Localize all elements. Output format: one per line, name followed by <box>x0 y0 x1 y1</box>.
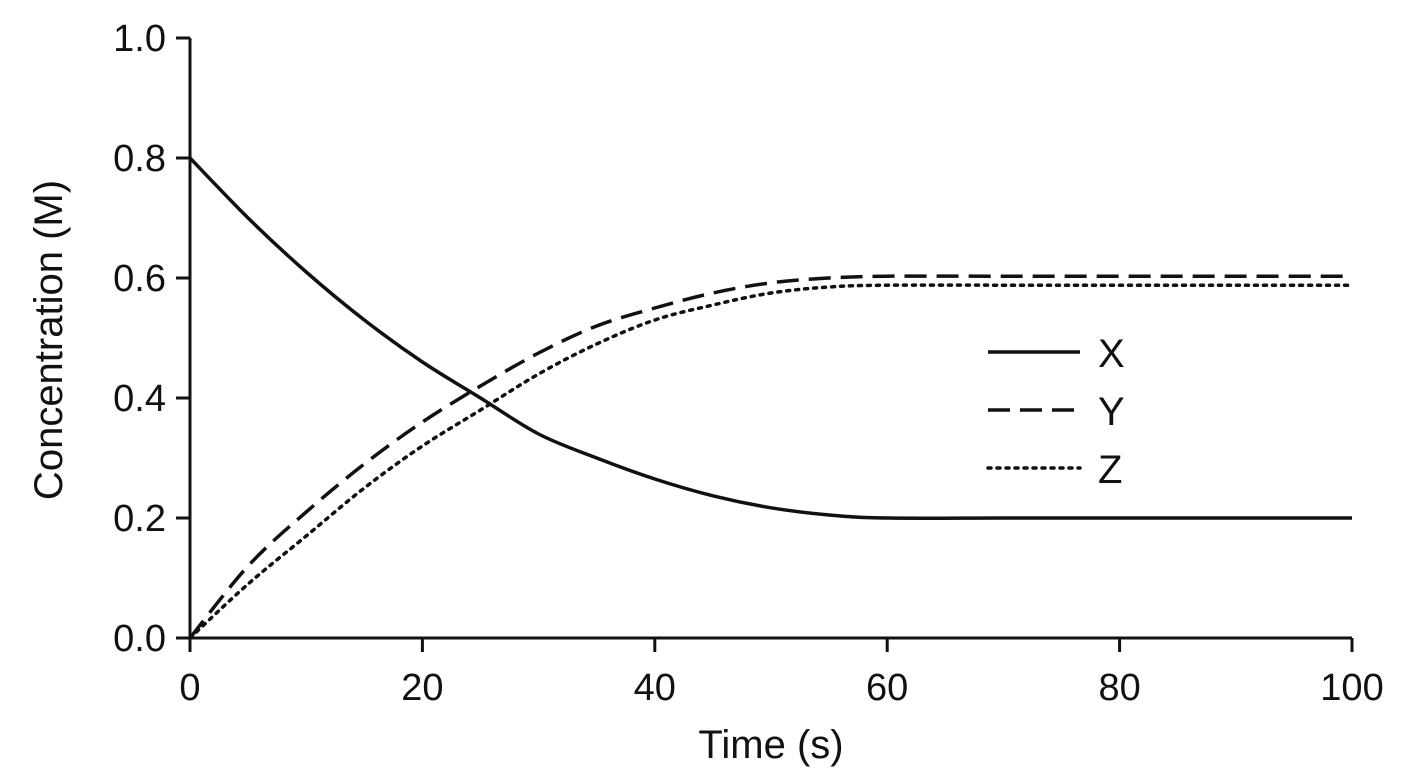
y-tick-label: 0.2 <box>113 498 166 540</box>
series-line-y <box>188 274 1352 640</box>
y-tick-label: 0.6 <box>113 258 166 300</box>
y-axis-title: Concentration (M) <box>27 180 71 500</box>
x-tick-label: 80 <box>1098 667 1140 709</box>
legend-label-x: X <box>1098 332 1125 376</box>
x-tick-label: 60 <box>866 667 908 709</box>
x-tick-label: 100 <box>1320 667 1383 709</box>
x-tick-label: 0 <box>179 667 200 709</box>
legend-label-y: Y <box>1098 390 1125 434</box>
x-axis-title: Time (s) <box>698 723 843 767</box>
axes <box>188 38 1352 640</box>
x-tick-label: 40 <box>634 667 676 709</box>
series-line-x <box>188 156 1352 520</box>
series-line-z <box>188 283 1354 640</box>
y-tick-label: 0.8 <box>113 138 166 180</box>
x-ticks: 0 20 40 60 80 100 <box>179 638 1384 709</box>
y-tick-label: 1.0 <box>113 18 166 60</box>
y-tick-label: 0.0 <box>113 618 166 660</box>
y-tick-label: 0.4 <box>113 378 166 420</box>
y-ticks: 0.0 0.2 0.4 0.6 0.8 1.0 <box>113 18 190 660</box>
legend-label-z: Z <box>1098 448 1122 492</box>
series-group <box>188 156 1354 640</box>
x-tick-label: 20 <box>401 667 443 709</box>
legend: XYZ <box>986 332 1125 492</box>
